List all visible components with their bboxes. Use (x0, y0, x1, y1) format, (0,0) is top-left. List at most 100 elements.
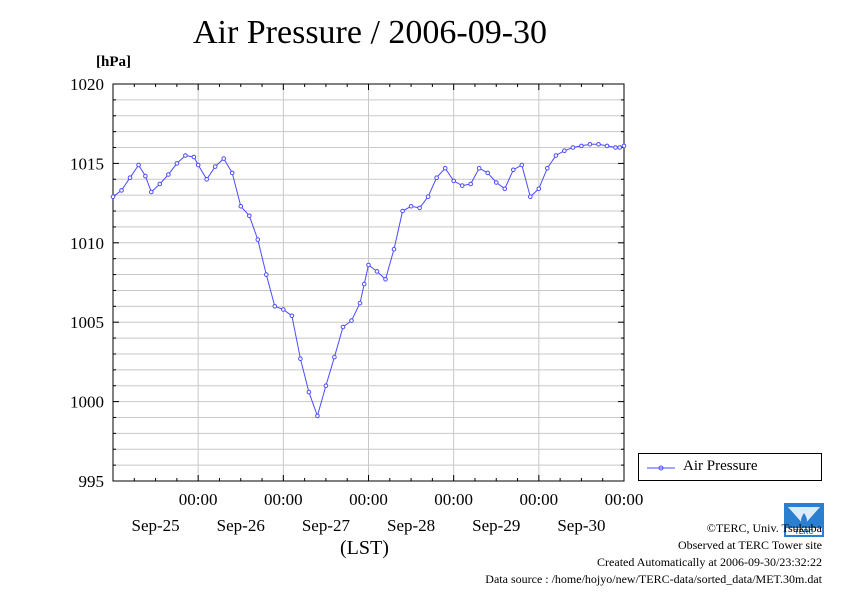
data-point (166, 172, 171, 177)
data-point (272, 304, 278, 309)
data-point (361, 281, 367, 287)
x-tick-date-label: Sep-26 (217, 516, 265, 535)
data-point (374, 269, 380, 274)
x-tick-date-label: Sep-25 (131, 516, 179, 535)
data-point (191, 154, 197, 160)
data-point (553, 153, 559, 158)
chart-grid (113, 84, 624, 481)
y-tick-label: 1000 (70, 393, 104, 412)
data-point (434, 175, 439, 180)
data-point (238, 204, 244, 209)
data-point (149, 189, 154, 195)
data-point (459, 183, 465, 188)
data-point (143, 173, 148, 179)
data-point (110, 194, 116, 199)
x-tick-time-label: 00:00 (519, 490, 558, 509)
legend-marker-icon (647, 465, 675, 471)
data-point (119, 188, 124, 193)
data-point (596, 142, 601, 147)
data-point (417, 205, 422, 211)
data-point (511, 167, 516, 173)
data-point (383, 277, 388, 282)
credit-source: Data source : /home/hojyo/new/TERC-data/… (485, 572, 822, 586)
data-point (451, 178, 457, 184)
data-point (221, 156, 226, 161)
x-tick-time-label: 00:00 (605, 490, 644, 509)
data-point (174, 161, 180, 166)
axis-ticks (112, 83, 625, 482)
data-point (570, 145, 576, 150)
data-point (247, 213, 252, 219)
data-point (621, 143, 627, 149)
data-point (255, 237, 261, 242)
data-point (281, 307, 286, 312)
credit-observed: Observed at TERC Tower site (677, 538, 822, 552)
data-point (323, 383, 329, 389)
x-tick-time-label: 00:00 (349, 490, 388, 509)
legend-label: Air Pressure (683, 458, 758, 474)
x-tick-time-label: 00:00 (179, 490, 218, 509)
data-point (442, 165, 448, 171)
data-point (604, 143, 610, 149)
x-tick-time-label: 00:00 (264, 490, 303, 509)
y-tick-label: 995 (79, 472, 105, 491)
series-air-pressure (110, 142, 627, 419)
y-tick-label: 1015 (70, 154, 104, 173)
chart-title: Air Pressure / 2006-09-30 (192, 14, 548, 51)
data-point (195, 162, 201, 168)
y-tick-label: 1020 (70, 75, 104, 94)
data-point (485, 170, 491, 176)
data-point (613, 145, 618, 150)
y-axis-unit: [hPa] (96, 54, 131, 70)
data-point (298, 356, 303, 362)
data-point (545, 165, 550, 171)
x-tick-date-label: Sep-28 (387, 516, 435, 535)
data-point (562, 148, 567, 153)
y-tick-label: 1005 (70, 313, 104, 332)
data-point (204, 177, 209, 182)
data-point (127, 175, 133, 180)
data-point (400, 208, 405, 214)
y-tick-labels: 1020 1015 1010 1005 1000 995 (70, 75, 104, 491)
data-point (212, 164, 218, 169)
data-point (528, 194, 533, 199)
svg-text:TERC: TERC (794, 529, 813, 536)
data-point (357, 300, 363, 306)
data-point (366, 262, 371, 268)
x-axis-label: (LST) (340, 537, 389, 559)
data-point (425, 194, 431, 199)
x-tick-time-label: 00:00 (434, 490, 473, 509)
data-point (617, 145, 623, 150)
data-point (391, 246, 397, 252)
data-point (315, 413, 320, 419)
data-point (519, 162, 525, 168)
data-point (289, 313, 295, 319)
legend: Air Pressure (638, 453, 822, 481)
data-point (408, 204, 414, 209)
data-point (183, 153, 188, 158)
data-point (332, 354, 337, 360)
data-point (494, 180, 499, 185)
data-point (306, 389, 312, 395)
data-point (264, 272, 269, 277)
credit-created: Created Automatically at 2006-09-30/23:3… (597, 555, 822, 569)
x-tick-date-label: Sep-30 (557, 516, 605, 535)
data-point (476, 165, 482, 171)
data-point (229, 170, 235, 176)
data-point (579, 143, 584, 149)
terc-logo-icon: TERC (784, 503, 824, 537)
x-tick-date-label: Sep-27 (302, 516, 351, 535)
x-tick-date-label: Sep-29 (472, 516, 520, 535)
data-point (502, 186, 508, 192)
data-point (340, 324, 346, 330)
data-point (349, 318, 354, 323)
data-point (157, 181, 163, 187)
credit-copyright: ©TERC, Univ. Tsukuba (706, 521, 822, 535)
y-tick-label: 1010 (70, 234, 104, 253)
data-point (536, 186, 542, 192)
x-tick-labels: 00:00Sep-2500:00Sep-2600:00Sep-2700:00Se… (131, 490, 643, 535)
data-point (468, 181, 474, 187)
data-point (136, 162, 141, 168)
series-line (112, 143, 625, 418)
